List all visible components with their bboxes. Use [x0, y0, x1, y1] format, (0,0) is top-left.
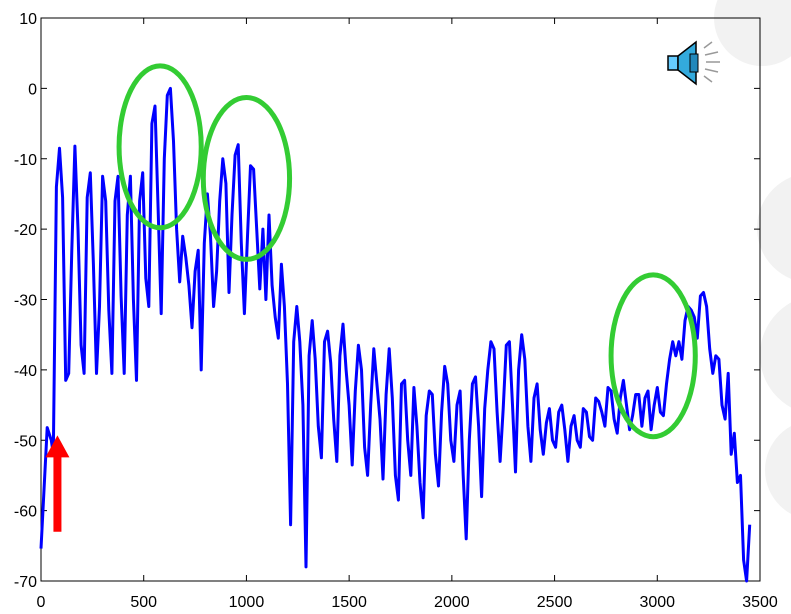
y-tick-label: -60 — [14, 504, 37, 521]
speaker-sound-icon[interactable] — [667, 40, 720, 86]
y-tick-label: -20 — [14, 222, 37, 239]
y-tick-label: -50 — [14, 433, 37, 450]
background-decoration — [714, 0, 791, 514]
background-circle — [760, 302, 791, 408]
series-layer — [39, 86, 752, 583]
x-tick-label: 0 — [37, 594, 46, 611]
x-tick-label: 3500 — [742, 594, 778, 611]
x-tick-label: 2500 — [537, 594, 573, 611]
y-tick-label: -40 — [14, 363, 37, 380]
annotation-layer — [45, 63, 698, 532]
y-tick-label: 0 — [28, 81, 37, 98]
x-tick-label: 3000 — [639, 594, 675, 611]
y-tick-label: 10 — [19, 11, 37, 28]
background-circle — [765, 426, 791, 514]
y-tick-label: -10 — [14, 152, 37, 169]
x-tick-label: 1000 — [229, 594, 265, 611]
background-circle — [757, 177, 791, 279]
y-tick-label: -70 — [14, 574, 37, 591]
background-circle — [714, 0, 791, 66]
highlight-ellipse — [200, 95, 293, 262]
x-tick-label: 2000 — [434, 594, 470, 611]
series-line — [39, 86, 752, 583]
y-tick-label: -30 — [14, 293, 37, 310]
arrow-head — [45, 435, 70, 458]
highlight-ellipse — [116, 63, 204, 231]
highlight-ellipse — [608, 272, 698, 440]
x-tick-label: 500 — [130, 594, 157, 611]
x-tick-label: 1500 — [331, 594, 367, 611]
x-axis: 0 500 1000 1500 2000 2500 3000 3500 — [37, 18, 778, 611]
